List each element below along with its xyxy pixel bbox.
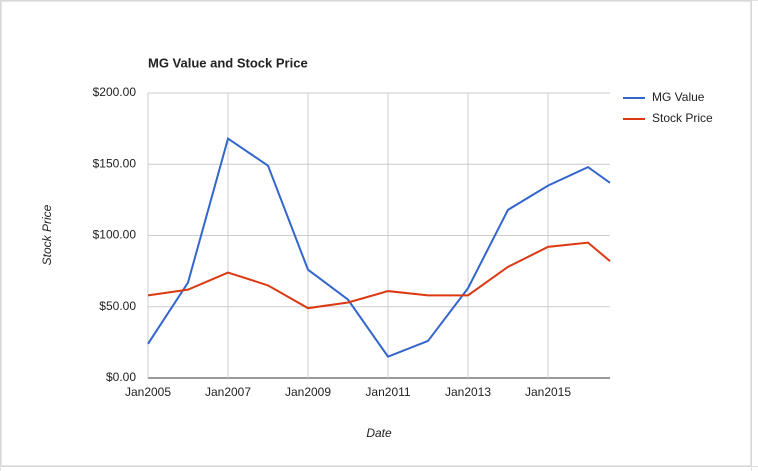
y-tick-label: $50.00 [99,299,136,313]
y-tick-label: $200.00 [93,85,137,99]
x-tick-label: Jan2011 [365,385,410,399]
y-tick-label: $0.00 [106,370,136,384]
x-tick-label: Jan2009 [285,385,331,399]
chart-title: MG Value and Stock Price [148,55,308,70]
series-line [147,136,611,358]
x-axis-title: Date [366,426,392,440]
y-tick-label: $100.00 [93,228,137,242]
x-tick-label: Jan2007 [205,385,251,399]
legend-label: Stock Price [652,111,713,125]
legend-label: MG Value [652,90,705,104]
series-line [147,241,611,310]
x-tick-label: Jan2015 [525,385,571,399]
y-axis-title: Stock Price [40,204,54,265]
x-tick-label: Jan2005 [125,385,171,399]
y-tick-label: $150.00 [93,156,137,170]
x-tick-label: Jan2013 [445,385,491,399]
